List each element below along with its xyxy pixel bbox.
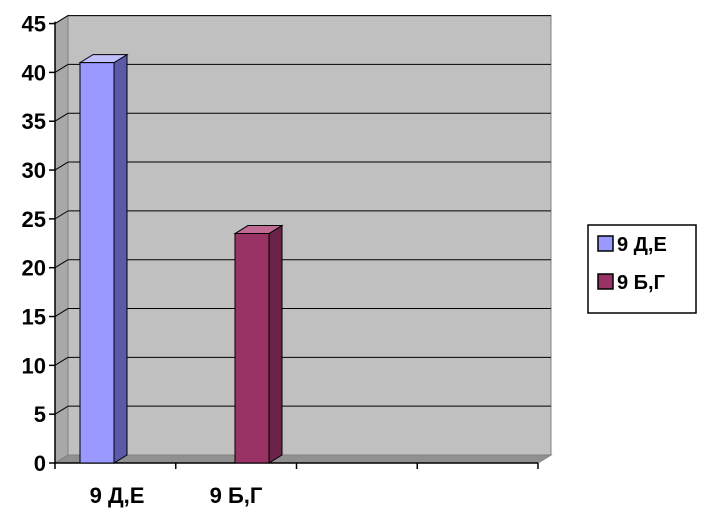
y-tick-label: 25	[22, 207, 46, 232]
bars	[78, 53, 284, 464]
gridline-side	[54, 161, 69, 171]
x-tick-label: 9 Б,Г	[210, 483, 263, 508]
x-axis-tick-labels: 9 Д,Е 9 Б,Г	[90, 483, 263, 508]
bar-side	[268, 224, 283, 464]
back-wall	[67, 15, 552, 456]
bar-group	[233, 224, 284, 464]
y-tick-label: 20	[22, 256, 46, 281]
gridline-side	[54, 308, 69, 317]
y-tick-label: 10	[22, 353, 46, 378]
axes	[49, 21, 539, 469]
bar-side	[113, 53, 128, 464]
bar	[79, 62, 115, 464]
y-axis-tick-labels: 0 5 10 15 20 25 30 35 40 45	[22, 12, 46, 476]
legend-swatch	[597, 273, 614, 290]
gridline-side	[54, 356, 69, 366]
gridline-side	[54, 63, 69, 73]
y-tick-label: 45	[22, 12, 46, 37]
y-tick-label: 40	[22, 60, 46, 85]
legend-swatch	[597, 235, 614, 252]
y-tick-label: 35	[22, 109, 46, 134]
gridline-side	[54, 259, 69, 269]
legend-label: 9 Д,Е	[617, 234, 667, 256]
y-tick-label: 5	[34, 402, 46, 427]
gridline-side	[54, 112, 69, 122]
gridline-side	[54, 405, 69, 415]
legend-label: 9 Б,Г	[617, 272, 665, 294]
gridline-side	[54, 210, 69, 220]
x-tick-label: 9 Д,Е	[90, 483, 145, 508]
y-tick-label: 30	[22, 158, 46, 183]
side-wall	[54, 14, 69, 464]
bar	[234, 233, 270, 464]
bar-group	[78, 53, 129, 464]
y-tick-label: 15	[22, 305, 46, 330]
y-tick-label: 0	[34, 451, 46, 476]
chart-walls	[53, 14, 553, 464]
floor	[53, 454, 553, 464]
gridlines	[54, 15, 551, 415]
gridline-side	[54, 15, 69, 25]
legend: 9 Д,Е 9 Б,Г	[587, 224, 697, 314]
